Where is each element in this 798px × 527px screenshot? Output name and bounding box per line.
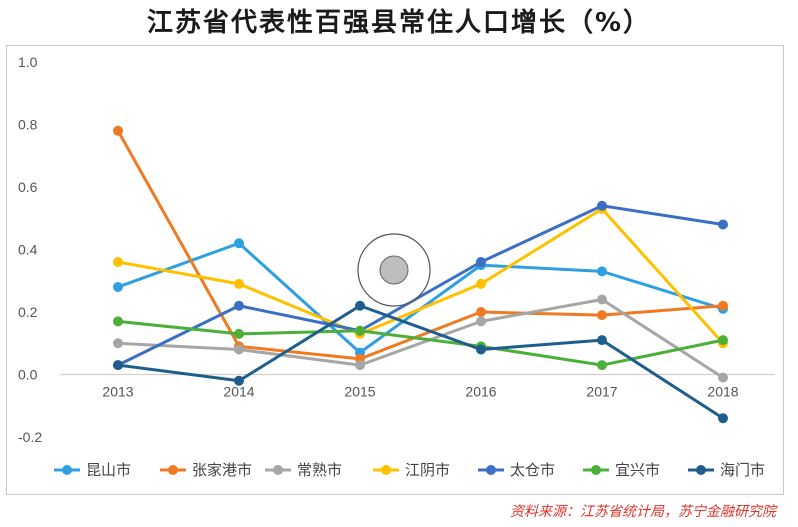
chart-frame <box>6 45 784 495</box>
y-tick-label: -0.2 <box>18 429 42 445</box>
legend-item: 常熟市 <box>265 461 342 479</box>
legend-label: 常熟市 <box>297 461 342 479</box>
legend: 昆山市 张家港市 常熟市 江阴市 太仓市 宜兴市 海门市 <box>54 461 765 479</box>
y-tick-label: 1.0 <box>18 54 38 70</box>
y-tick-label: 0.2 <box>18 304 38 320</box>
legend-label: 张家港市 <box>192 461 252 479</box>
data-point <box>234 375 244 386</box>
x-tick-label: 2017 <box>586 384 617 400</box>
data-point <box>476 344 486 355</box>
chart-title: 江苏省代表性百强县常住人口增长（%） <box>146 8 652 38</box>
x-tick-label: 2016 <box>465 384 496 400</box>
y-tick-label: 0.4 <box>18 242 38 258</box>
legend-item: 太仓市 <box>478 461 555 479</box>
data-point <box>355 300 365 311</box>
data-point <box>234 344 244 355</box>
cursor-dot-icon <box>379 255 409 285</box>
legend-label: 昆山市 <box>86 461 131 479</box>
series-宜兴市 <box>113 316 728 371</box>
y-tick-label: 0.8 <box>18 117 38 133</box>
data-point <box>597 335 607 346</box>
legend-swatch-marker <box>696 465 706 475</box>
x-tick-label: 2014 <box>223 384 254 400</box>
legend-label: 太仓市 <box>510 461 555 479</box>
x-tick-label: 2018 <box>707 384 738 400</box>
data-point <box>476 278 486 289</box>
data-point <box>597 266 607 277</box>
data-point <box>476 316 486 327</box>
legend-swatch-marker <box>168 465 178 475</box>
series-line <box>116 204 725 367</box>
source-note: 资料来源：江苏省统计局，苏宁金融研究院 <box>510 504 776 520</box>
data-point <box>597 310 607 321</box>
data-point <box>718 372 728 383</box>
data-point <box>234 238 244 249</box>
data-point <box>113 360 123 371</box>
data-point <box>597 360 607 371</box>
data-point <box>234 328 244 339</box>
data-point <box>113 338 123 349</box>
data-point <box>718 219 728 230</box>
data-point <box>113 282 123 292</box>
series-line <box>116 319 725 367</box>
legend-label: 海门市 <box>720 461 765 479</box>
data-point <box>234 300 244 311</box>
series-line <box>116 298 725 380</box>
data-point <box>597 294 607 305</box>
legend-item: 海门市 <box>688 461 765 479</box>
cursor-indicator <box>357 233 431 307</box>
series-line <box>116 207 725 345</box>
data-point <box>113 125 123 136</box>
y-tick-label: 0.0 <box>18 367 38 383</box>
legend-swatch-marker <box>381 465 391 475</box>
data-point <box>113 316 123 327</box>
legend-item: 江阴市 <box>373 461 450 479</box>
data-point <box>476 257 486 267</box>
legend-item: 宜兴市 <box>583 461 660 479</box>
x-tick-label: 2015 <box>344 384 375 400</box>
legend-item: 张家港市 <box>160 461 252 479</box>
legend-label: 江阴市 <box>405 461 450 479</box>
data-point <box>355 325 365 336</box>
data-point <box>718 413 728 424</box>
legend-label: 宜兴市 <box>615 461 660 479</box>
legend-swatch-marker <box>273 465 283 475</box>
y-tick-label: 0.6 <box>18 179 38 195</box>
series-lines <box>113 125 728 424</box>
data-point <box>113 257 123 267</box>
data-point <box>718 335 728 346</box>
legend-swatch-marker <box>591 465 601 475</box>
series-海门市 <box>113 300 728 424</box>
legend-item: 昆山市 <box>54 461 131 479</box>
x-tick-label: 2013 <box>102 384 133 400</box>
data-point <box>355 360 365 371</box>
legend-swatch-marker <box>486 465 496 475</box>
data-point <box>718 300 728 311</box>
legend-swatch-marker <box>62 465 72 475</box>
data-point <box>234 278 244 289</box>
data-point <box>476 307 486 317</box>
series-常熟市 <box>113 294 728 383</box>
series-line <box>116 304 725 420</box>
data-point <box>597 200 607 211</box>
